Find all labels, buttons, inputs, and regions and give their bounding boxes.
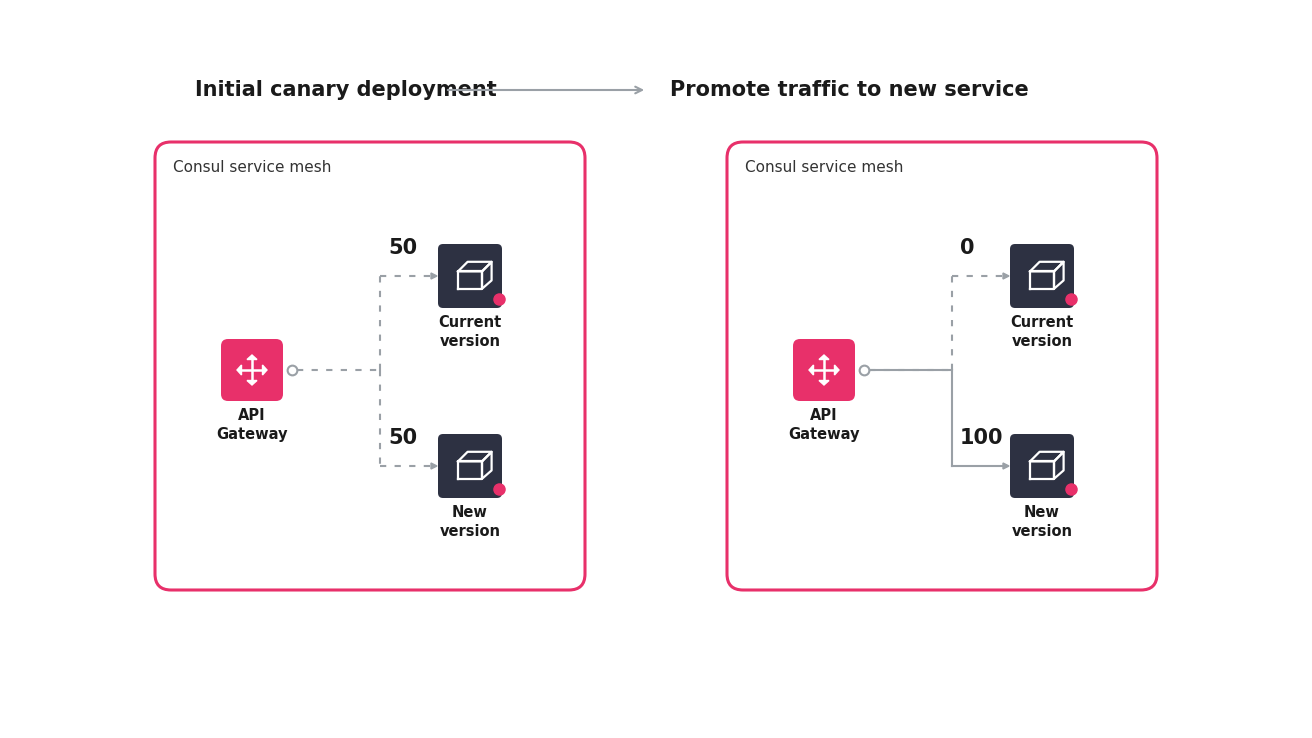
Text: Current
version: Current version <box>1010 315 1073 348</box>
Text: 100: 100 <box>960 428 1004 448</box>
Text: Current
version: Current version <box>438 315 501 348</box>
Polygon shape <box>432 463 437 469</box>
FancyBboxPatch shape <box>727 142 1157 590</box>
Text: API
Gateway: API Gateway <box>789 408 859 441</box>
Polygon shape <box>834 365 838 375</box>
Polygon shape <box>810 365 813 375</box>
FancyBboxPatch shape <box>438 434 502 498</box>
Polygon shape <box>1002 463 1009 469</box>
Text: New
version: New version <box>1012 505 1072 539</box>
Text: New
version: New version <box>440 505 500 539</box>
Text: Initial canary deployment: Initial canary deployment <box>195 80 497 100</box>
Polygon shape <box>1002 273 1009 279</box>
Text: Consul service mesh: Consul service mesh <box>745 160 904 175</box>
Text: Promote traffic to new service: Promote traffic to new service <box>670 80 1029 100</box>
FancyBboxPatch shape <box>1010 434 1075 498</box>
Text: API
Gateway: API Gateway <box>216 408 287 441</box>
FancyBboxPatch shape <box>1010 244 1075 308</box>
FancyBboxPatch shape <box>155 142 585 590</box>
FancyBboxPatch shape <box>792 339 855 401</box>
FancyBboxPatch shape <box>220 339 283 401</box>
Polygon shape <box>819 355 829 359</box>
Polygon shape <box>247 381 257 385</box>
Polygon shape <box>819 381 829 385</box>
Polygon shape <box>432 273 437 279</box>
Polygon shape <box>262 365 268 375</box>
FancyBboxPatch shape <box>438 244 502 308</box>
Polygon shape <box>247 355 257 359</box>
Text: Consul service mesh: Consul service mesh <box>173 160 332 175</box>
Text: 0: 0 <box>960 238 975 258</box>
Polygon shape <box>237 365 241 375</box>
Text: 50: 50 <box>388 238 417 258</box>
Text: 50: 50 <box>388 428 417 448</box>
